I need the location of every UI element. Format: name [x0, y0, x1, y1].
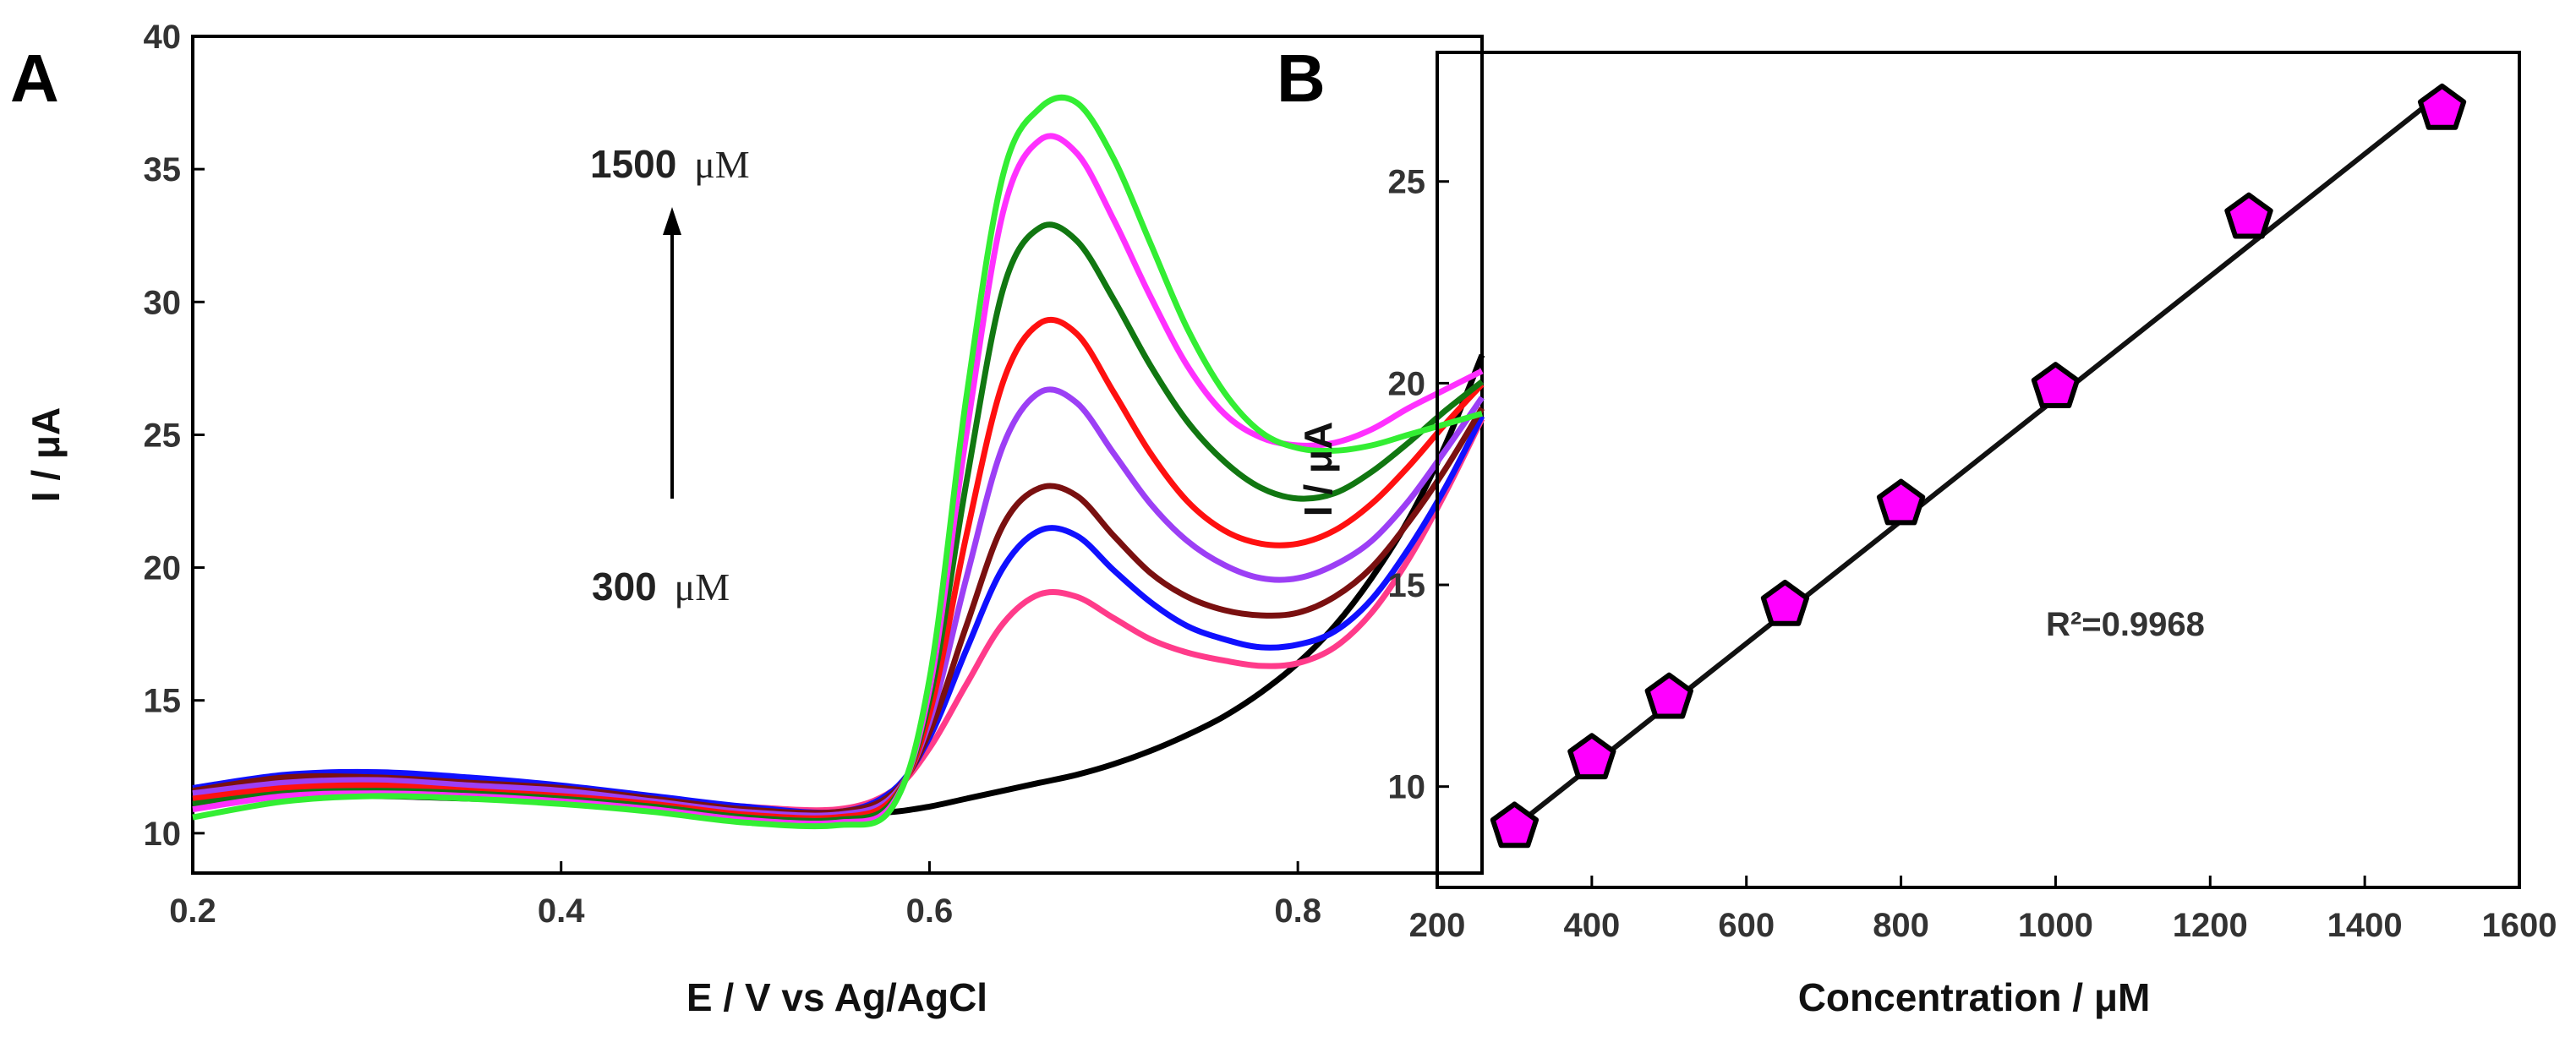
panel-a-series-3: [192, 407, 1485, 816]
panel-b-point-6: [2224, 192, 2273, 239]
panel-a-y-tick-5: 35: [144, 151, 182, 188]
panel-b-y-tick-3: 25: [1388, 164, 1426, 201]
panel-b-x-tick-5: 1200: [2173, 907, 2248, 944]
panel-a-y-tick-0: 10: [144, 816, 182, 853]
panel-a-y-tick-6: 40: [144, 19, 182, 56]
panel-b-x-tick-3: 800: [1873, 907, 1929, 944]
panel-a-x-tick-2: 0.6: [906, 892, 954, 930]
panel-b-points: [1490, 83, 2467, 849]
panel-a-y-ticks: 10 15 20 25 30 35 40: [144, 19, 205, 853]
panel-a-y-axis-title: I / μA: [24, 407, 68, 502]
panel-b-x-axis-title: Concentration / μM: [1798, 975, 2151, 1019]
panel-a-chart: 0.2 0.4 0.6 0.8 10 15 20 25 30 35 40 1500 μM 300 …: [24, 19, 1485, 1019]
panel-a-x-axis-title: E / V vs Ag/AgCl: [686, 975, 987, 1019]
panel-b-point-5: [2031, 362, 2081, 408]
panel-a-series-5: [192, 316, 1485, 821]
panel-letter-b: B: [1277, 41, 1326, 116]
panel-b-point-0: [1490, 801, 1540, 849]
r-squared-label: R²=0.9968: [2046, 606, 2205, 643]
panel-b-x-tick-4: 1000: [2018, 907, 2093, 944]
panel-b-y-tick-1: 15: [1388, 567, 1426, 604]
panel-a-frame: [191, 35, 1484, 875]
annotation-1500: 1500 μM: [590, 142, 750, 186]
panel-b-x-tick-1: 400: [1563, 907, 1620, 944]
annotation-300: 300 μM: [592, 565, 730, 609]
panel-b-point-1: [1567, 733, 1616, 780]
panel-a-x-ticks: 0.2 0.4 0.6 0.8: [169, 861, 1321, 930]
panel-a-series-7: [192, 133, 1484, 827]
panel-a-y-tick-2: 20: [144, 550, 182, 587]
panel-a-series-0: [192, 353, 1485, 818]
panel-a-series-8: [192, 94, 1483, 830]
panel-a-x-tick-3: 0.8: [1274, 892, 1321, 930]
increase-arrow-head: [663, 207, 681, 235]
panel-a-y-tick-3: 25: [144, 417, 182, 454]
panel-a-series-4: [192, 386, 1485, 819]
panel-b-x-tick-2: 600: [1718, 907, 1775, 944]
panel-b-y-axis-title: I / μA: [1296, 422, 1340, 516]
panel-b-y-tick-0: 10: [1388, 769, 1426, 806]
panel-b-point-2: [1644, 672, 1693, 719]
panel-b-frame: [1436, 51, 2521, 889]
panel-b-point-3: [1760, 579, 1810, 626]
panel-b-point-7: [2417, 83, 2467, 130]
panel-a-x-tick-1: 0.4: [538, 892, 585, 930]
panel-b-chart: 200 400 600 800 1000 1200 1400 1600 10 15 20 25 R²…: [1296, 51, 2557, 1019]
panel-a-series-2: [192, 414, 1485, 816]
panel-b-x-ticks: 200 400 600 800 1000 1200 1400 1600: [1409, 876, 2557, 944]
panel-a-x-tick-0: 0.2: [169, 892, 216, 930]
panel-b-x-tick-6: 1400: [2327, 907, 2403, 944]
panel-a-series-6: [192, 221, 1485, 824]
panel-a-curves: [192, 94, 1485, 830]
panel-a-y-tick-1: 15: [144, 683, 182, 720]
panel-b-point-4: [1876, 478, 1926, 526]
panel-b-x-tick-0: 200: [1409, 907, 1466, 944]
panel-b-x-tick-7: 1600: [2482, 907, 2557, 944]
panel-letter-a: A: [10, 41, 59, 116]
panel-a-y-tick-4: 30: [144, 284, 182, 321]
panel-b-y-ticks: 10 15 20 25: [1388, 164, 1449, 806]
panel-b-y-tick-2: 20: [1388, 365, 1426, 402]
